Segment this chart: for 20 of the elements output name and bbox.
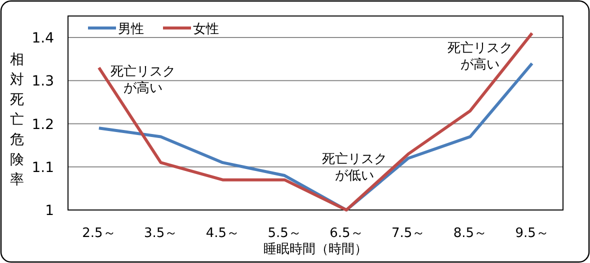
x-tick-label: 4.5～ bbox=[206, 226, 240, 241]
x-tick-label: 3.5～ bbox=[144, 226, 178, 241]
y-axis-title: 相対死亡危険率 bbox=[10, 52, 24, 188]
x-tick-label: 6.5～ bbox=[330, 226, 364, 241]
legend-label: 女性 bbox=[193, 22, 219, 37]
y-tick-label: 1.4 bbox=[32, 30, 54, 47]
x-tick-label: 2.5～ bbox=[82, 226, 116, 241]
y-tick-label: 1 bbox=[45, 203, 54, 219]
y-tick-label: 1.3 bbox=[32, 74, 54, 90]
x-tick-label: 9.5～ bbox=[515, 226, 549, 241]
annotation: 死亡リスクが高い bbox=[110, 64, 176, 96]
annotation: 死亡リスクが高い bbox=[448, 40, 513, 72]
x-tick-label: 7.5～ bbox=[391, 226, 426, 241]
legend-label: 男性 bbox=[118, 22, 144, 37]
y-tick-label: 1.2 bbox=[32, 116, 54, 133]
x-axis-title: 睡眠時間（時間） bbox=[264, 242, 368, 257]
y-tick-label: 1.1 bbox=[32, 160, 54, 176]
x-tick-label: 8.5～ bbox=[453, 226, 488, 241]
x-tick-label: 5.5～ bbox=[268, 226, 302, 241]
annotation: 死亡リスクが低い bbox=[322, 151, 387, 184]
